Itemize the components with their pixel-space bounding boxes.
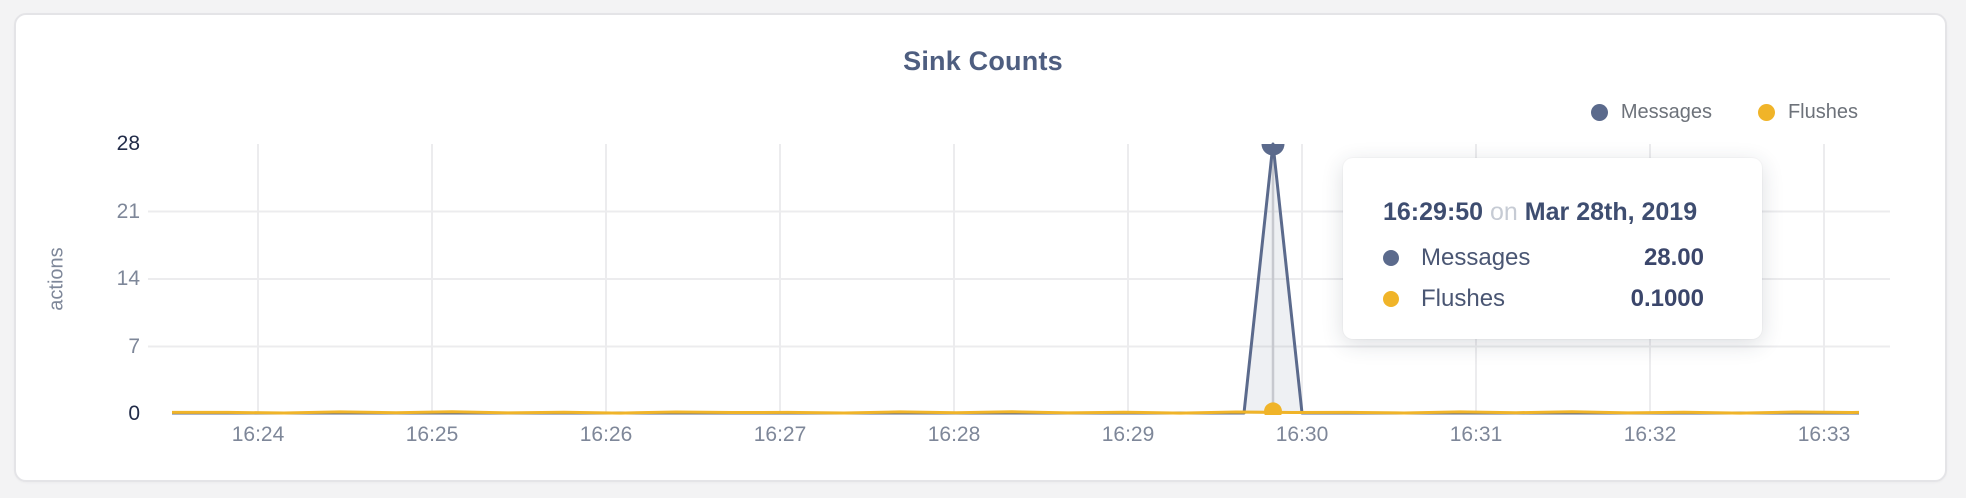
- tooltip-date: Mar 28th, 2019: [1524, 198, 1698, 226]
- flushes-legend-dot-icon: [1757, 104, 1775, 121]
- y-axis-tick-label: 21: [116, 199, 140, 223]
- tooltip-series-name-flushes: Flushes: [1421, 285, 1506, 312]
- legend-label-messages: Messages: [1620, 101, 1712, 123]
- y-axis-tick-label: 28: [116, 132, 140, 155]
- x-axis-tick-label: 16:31: [1449, 423, 1503, 446]
- legend-item-flushes[interactable]: Flushes: [1757, 101, 1858, 124]
- x-axis-tick-label: 16:25: [405, 423, 459, 446]
- tooltip-conjunction: on: [1490, 198, 1518, 226]
- y-axis-tick-label: 0: [128, 402, 140, 425]
- messages-hover-point[interactable]: [1261, 133, 1285, 156]
- legend-item-messages[interactable]: Messages: [1590, 101, 1712, 124]
- x-axis-tick-label: 16:33: [1797, 423, 1851, 446]
- x-axis-tick-label: 16:30: [1275, 423, 1329, 446]
- tooltip-row-messages: Messages 28.00: [1383, 244, 1704, 272]
- x-axis-tick-label: 16:26: [579, 423, 633, 446]
- tooltip-header: 16:29:50 on Mar 28th, 2019: [1383, 196, 1704, 228]
- tooltip-time: 16:29:50: [1383, 198, 1484, 226]
- tooltip-series-name-messages: Messages: [1421, 244, 1531, 271]
- flushes-hover-point[interactable]: [1264, 402, 1282, 420]
- x-axis-tick-label: 16:24: [231, 423, 285, 446]
- tooltip-series-value-messages: 28.00: [1643, 244, 1704, 271]
- x-axis-tick-label: 16:28: [927, 423, 981, 446]
- chart-legend: Messages Flushes: [1590, 101, 1858, 124]
- y-axis-tick-label: 7: [128, 334, 140, 358]
- flushes-series-line: [172, 410, 1860, 415]
- messages-legend-dot-icon: [1590, 104, 1608, 121]
- flushes-series-dot-icon: [1383, 291, 1399, 307]
- chart-title: Sink Counts: [903, 46, 1063, 76]
- chart-tooltip: 16:29:50 on Mar 28th, 2019 Messages 28.0…: [1343, 158, 1762, 339]
- y-axis-tick-label: 14: [116, 267, 140, 290]
- messages-series-dot-icon: [1383, 250, 1399, 266]
- x-axis-tick-label: 16:32: [1623, 423, 1677, 446]
- x-axis-tick-label: 16:27: [753, 423, 807, 446]
- tooltip-row-flushes: Flushes 0.1000: [1383, 285, 1704, 313]
- legend-label-flushes: Flushes: [1787, 101, 1858, 123]
- tooltip-series-value-flushes: 0.1000: [1630, 285, 1704, 312]
- x-axis-tick-label: 16:29: [1101, 423, 1155, 446]
